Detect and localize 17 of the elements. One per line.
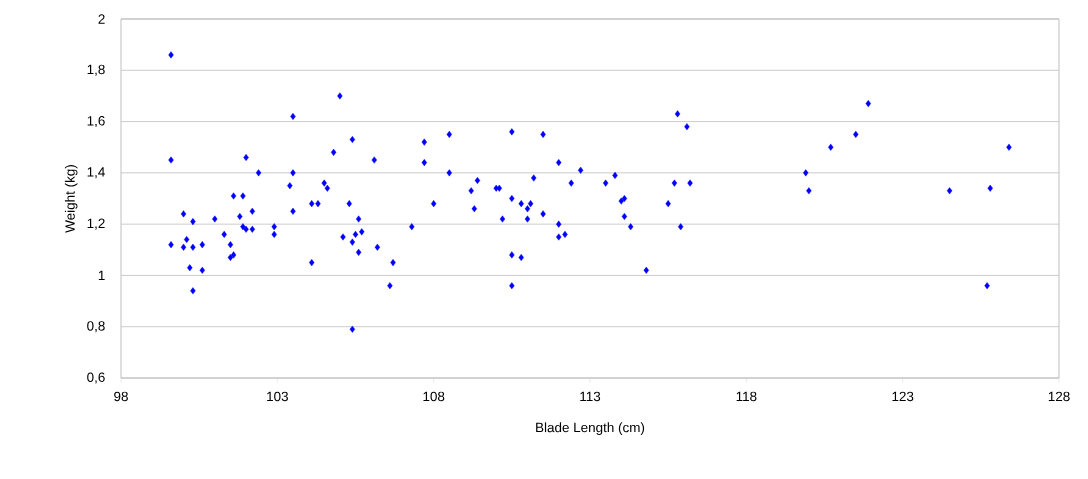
x-tick-label: 128 bbox=[1048, 391, 1070, 402]
x-tick-label: 113 bbox=[580, 391, 601, 402]
x-tick-label: 103 bbox=[267, 391, 288, 402]
y-axis-title: Weight (kg) bbox=[64, 165, 78, 233]
y-tick-label: 0,6 bbox=[87, 372, 105, 384]
x-tick-label: 118 bbox=[736, 391, 757, 402]
y-tick-label: 0,8 bbox=[87, 321, 105, 333]
y-tick-label: 2 bbox=[98, 14, 105, 24]
y-tick-label: 1,8 bbox=[87, 64, 105, 76]
y-tick-label: 1,2 bbox=[87, 218, 105, 230]
x-tick-label: 123 bbox=[892, 391, 914, 402]
x-tick-label: 98 bbox=[114, 391, 128, 402]
y-tick-label: 1,4 bbox=[87, 167, 105, 179]
x-tick-label: 108 bbox=[423, 391, 445, 402]
y-tick-label: 1 bbox=[98, 270, 105, 281]
x-axis-title: Blade Length (cm) bbox=[536, 422, 645, 435]
y-tick-label: 1,6 bbox=[87, 116, 105, 128]
